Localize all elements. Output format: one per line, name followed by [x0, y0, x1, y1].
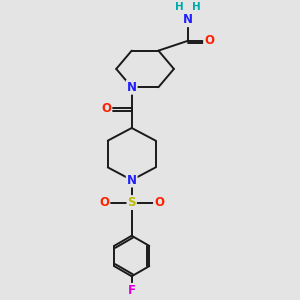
- Text: N: N: [127, 81, 137, 94]
- Text: O: O: [204, 34, 214, 47]
- Text: N: N: [127, 173, 137, 187]
- Text: S: S: [128, 196, 136, 209]
- Text: O: O: [101, 102, 111, 115]
- Text: O: O: [99, 196, 110, 209]
- Text: N: N: [183, 13, 193, 26]
- Text: H: H: [175, 2, 184, 12]
- Text: F: F: [128, 284, 136, 297]
- Text: O: O: [154, 196, 164, 209]
- Text: H: H: [192, 2, 201, 12]
